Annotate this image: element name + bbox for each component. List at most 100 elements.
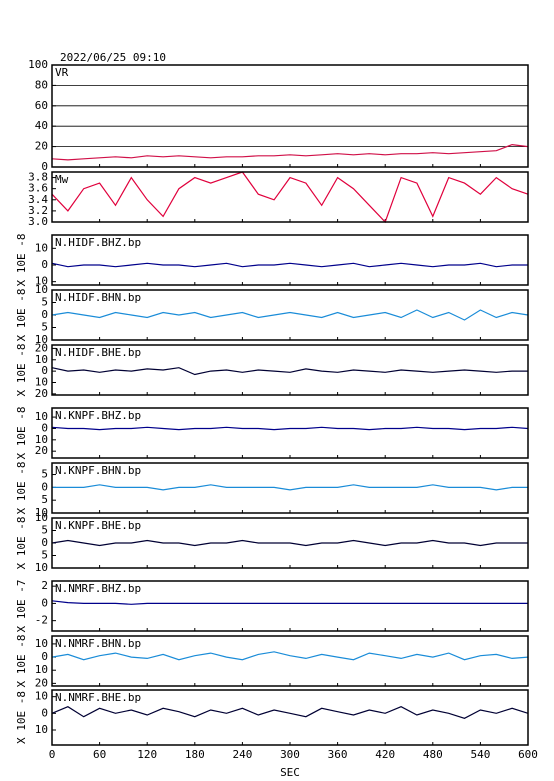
trace — [51, 262, 528, 268]
y-tick-label: 10 — [35, 506, 48, 519]
y-tick-label: 3.6 — [28, 182, 48, 195]
y-tick-label: 0 — [41, 258, 48, 271]
y-tick-label: 20 — [35, 676, 48, 689]
panel-title: N.NMRF.BHZ.bp — [55, 582, 141, 595]
y-tick-label: 60 — [35, 99, 48, 112]
y-tick-label: 5 — [41, 296, 48, 309]
panel-title: N.KNPF.BHZ.bp — [55, 409, 141, 422]
x-tick-label: 120 — [137, 748, 157, 761]
y-tick-label: 20 — [35, 444, 48, 457]
y-tick-label: 10 — [35, 275, 48, 288]
panel-title: N.HIDF.BHZ.bp — [55, 236, 141, 249]
y-tick-label: 0 — [41, 308, 48, 321]
y-tick-label: 0 — [41, 421, 48, 434]
panel-frame — [51, 234, 529, 286]
y-tick-label: 0 — [41, 706, 48, 719]
panel-title: N.KNPF.BHN.bp — [55, 464, 141, 477]
x-tick-label: 600 — [518, 748, 538, 761]
panel-title: VR — [55, 66, 69, 79]
trace — [51, 426, 529, 431]
panel-title: Mw — [55, 173, 69, 186]
trace — [52, 484, 528, 491]
y-tick-label: 10 — [35, 410, 48, 423]
panel-title: N.NMRF.BHN.bp — [55, 637, 141, 650]
y-tick-label: 20 — [35, 341, 48, 354]
y-tick-label: 10 — [35, 353, 48, 366]
x-axis-label: SEC — [280, 766, 300, 779]
y-tick-label: 10 — [35, 561, 48, 574]
y-tick-label: 5 — [41, 524, 48, 537]
x-tick-label: 300 — [280, 748, 300, 761]
y-tick-label: 20 — [35, 140, 48, 153]
y-tick-label: 10 — [35, 663, 48, 676]
y-tick-label: 3.2 — [28, 204, 48, 217]
panel-frame — [51, 64, 529, 168]
y-axis-label: X 10E -8 — [15, 517, 28, 570]
y-tick-label: 80 — [35, 78, 48, 91]
panel-frame — [51, 462, 529, 514]
y-axis-label: X 10E -8 — [15, 462, 28, 515]
x-tick-label: 240 — [232, 748, 252, 761]
trace — [51, 309, 529, 321]
x-tick-label: 540 — [470, 748, 490, 761]
y-tick-label: 2 — [41, 579, 48, 592]
y-tick-label: 100 — [28, 58, 48, 71]
y-tick-label: 10 — [35, 511, 48, 524]
panel-frame — [51, 407, 529, 459]
y-axis-label: X 10E -8 — [15, 407, 28, 460]
panel-title: N.KNPF.BHE.bp — [55, 519, 141, 532]
trace — [51, 651, 529, 661]
y-tick-label: 10 — [35, 241, 48, 254]
y-axis-label: X 10E -8 — [15, 289, 28, 342]
y-tick-label: 3.0 — [28, 215, 48, 228]
panel-frame — [51, 344, 529, 396]
y-axis-label: X 10E -8 — [15, 691, 28, 744]
y-tick-label: 10 — [35, 433, 48, 446]
trace — [51, 539, 528, 547]
y-tick-label: 10 — [35, 283, 48, 296]
x-tick-label: 360 — [328, 748, 348, 761]
y-tick-label: 5 — [41, 493, 48, 506]
y-tick-label: 5 — [41, 549, 48, 562]
y-tick-label: 0 — [41, 364, 48, 377]
panel-title: N.NMRF.BHE.bp — [55, 691, 141, 704]
panel-frame — [51, 517, 529, 569]
y-axis-label: X 10E -8 — [15, 635, 28, 688]
panel-frame — [51, 635, 529, 687]
panel-frame — [51, 289, 529, 341]
y-tick-label: 10 — [35, 333, 48, 346]
y-tick-label: 3.4 — [28, 193, 48, 206]
x-tick-label: 480 — [423, 748, 443, 761]
y-tick-label: 0 — [41, 480, 48, 493]
trace — [51, 706, 529, 719]
x-tick-label: 180 — [185, 748, 205, 761]
y-tick-label: -2 — [35, 614, 48, 627]
y-tick-label: 0 — [41, 650, 48, 663]
y-tick-label: 20 — [35, 387, 48, 400]
panel-frame — [51, 580, 529, 632]
y-tick-label: 10 — [35, 637, 48, 650]
y-tick-label: 10 — [35, 376, 48, 389]
x-tick-label: 420 — [375, 748, 395, 761]
y-tick-label: 5 — [41, 321, 48, 334]
figure-title: 2022/06/25 09:10 — [60, 51, 166, 64]
y-tick-label: 40 — [35, 119, 48, 132]
panel-title: N.HIDF.BHE.bp — [55, 346, 141, 359]
x-tick-label: 0 — [49, 748, 56, 761]
y-tick-label: 10 — [35, 690, 48, 703]
y-tick-label: 5 — [41, 468, 48, 481]
trace — [51, 600, 528, 605]
trace — [51, 171, 529, 224]
y-axis-label: X 10E -8 — [15, 234, 28, 287]
y-axis-label: X 10E -7 — [15, 580, 28, 633]
y-tick-label: 0 — [41, 596, 48, 609]
panel-frame — [51, 689, 529, 746]
panel-title: N.HIDF.BHN.bp — [55, 291, 141, 304]
y-axis-label: X 10E -8 — [15, 344, 28, 397]
y-tick-label: 3.8 — [28, 171, 48, 184]
x-tick-label: 60 — [93, 748, 106, 761]
y-tick-label: 10 — [35, 723, 48, 736]
trace — [51, 367, 528, 376]
trace — [51, 143, 529, 161]
